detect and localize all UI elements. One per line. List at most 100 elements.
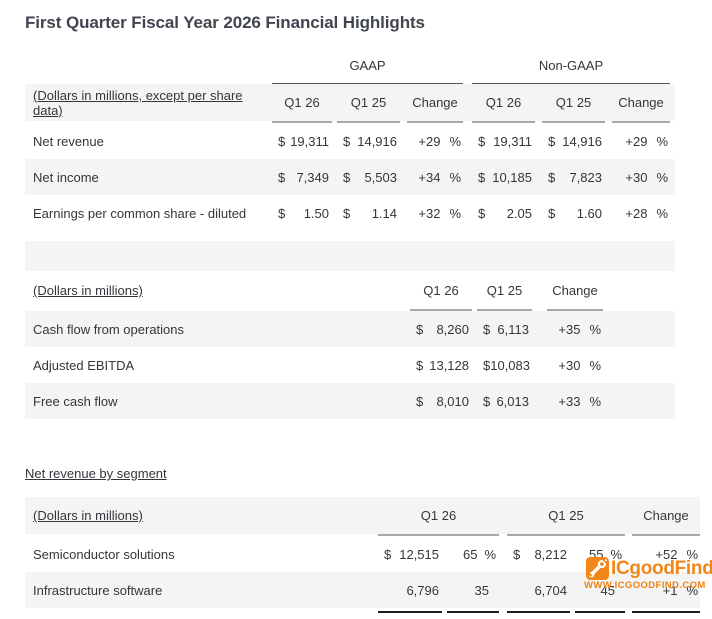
cash-flow-table: (Dollars in millions) Q1 26 Q1 25 Change…: [25, 272, 675, 419]
currency-symbol: $: [548, 205, 556, 221]
percent-symbol: %: [449, 205, 461, 221]
currency-symbol: $: [548, 133, 556, 149]
currency-symbol: $: [416, 393, 424, 409]
col-header-q126: Q1 26: [423, 283, 459, 298]
percent-symbol: %: [589, 357, 601, 373]
value-cell: $1.14: [343, 205, 397, 221]
segment-section-heading: Net revenue by segment: [25, 466, 167, 481]
value-cell: $12,515: [384, 546, 439, 562]
percent-symbol: %: [610, 546, 622, 562]
percent-symbol: %: [449, 133, 461, 149]
currency-symbol: $: [478, 169, 486, 185]
col-header-q125: Q1 25: [548, 508, 584, 523]
change-cell: +29%: [418, 133, 461, 149]
value-cell: $2.05: [478, 205, 532, 221]
currency-symbol: $: [416, 357, 424, 373]
column-header-row: (Dollars in millions) Q1 26 Q1 25 Change: [25, 272, 675, 309]
column-rules: [25, 121, 675, 123]
percent-cell: 65%: [462, 546, 496, 562]
currency-symbol: $: [483, 321, 491, 337]
currency-symbol: $: [278, 133, 286, 149]
value-cell: $7,349: [278, 169, 329, 185]
value-cell: $5,503: [343, 169, 397, 185]
gaap-nongaap-table: GAAP Non-GAAP (Dollars in millions, exce…: [25, 48, 675, 231]
value-cell: $10,083: [483, 357, 530, 373]
col-header-change: Change: [552, 283, 598, 298]
non-gaap-group-header: Non-GAAP: [472, 48, 670, 84]
percent-symbol: %: [686, 582, 698, 598]
currency-symbol: $: [478, 205, 486, 221]
table-caption: (Dollars in millions): [33, 283, 143, 298]
row-label: Free cash flow: [33, 393, 118, 409]
value-cell: $6,013: [483, 393, 529, 409]
col-header-change-gaap: Change: [412, 95, 458, 110]
percent-symbol: %: [656, 205, 668, 221]
percent-symbol: %: [656, 133, 668, 149]
table-row: Net revenue $19,311 $14,916 +29% $19,311…: [25, 123, 675, 159]
percent-cell: 45: [600, 582, 615, 598]
currency-symbol: $: [343, 205, 351, 221]
col-header-q126-nongaap: Q1 26: [485, 95, 522, 110]
table-caption: (Dollars in millions, except per share d…: [33, 87, 243, 118]
change-cell: +33%: [558, 393, 601, 409]
column-header-row: (Dollars in millions) Q1 26 Q1 25 Change: [25, 497, 700, 534]
currency-symbol: $: [278, 169, 286, 185]
group-header-row: GAAP Non-GAAP: [25, 48, 675, 84]
value-cell: $8,010: [416, 393, 469, 409]
currency-symbol: $: [416, 321, 424, 337]
table-row: Free cash flow $8,010 $6,013 +33%: [25, 383, 675, 419]
total-row-rules: [25, 611, 700, 619]
value-cell: $10,185: [478, 169, 532, 185]
currency-symbol: $: [483, 393, 491, 409]
gaap-group-header: GAAP: [272, 48, 463, 84]
value-cell: $7,823: [548, 169, 602, 185]
value-cell: $14,916: [548, 133, 602, 149]
value-cell: $19,311: [478, 133, 532, 149]
table-row: Cash flow from operations $8,260 $6,113 …: [25, 311, 675, 347]
change-cell: +35%: [558, 321, 601, 337]
col-header-change-nongaap: Change: [618, 95, 664, 110]
value-cell: $8,212: [513, 546, 567, 562]
value-cell: $1.50: [278, 205, 329, 221]
page-title: First Quarter Fiscal Year 2026 Financial…: [25, 13, 425, 32]
currency-symbol: $: [384, 546, 392, 562]
col-header-q125-nongaap: Q1 25: [555, 95, 592, 110]
watermark-url: WWW.ICGOODFIND.COM: [584, 580, 706, 591]
row-label: Semiconductor solutions: [33, 546, 175, 562]
value-cell: $1.60: [548, 205, 602, 221]
value-cell: 6,796: [406, 582, 439, 598]
percent-symbol: %: [484, 546, 496, 562]
row-label: Infrastructure software: [33, 582, 163, 598]
change-cell: +32%: [418, 205, 461, 221]
wrench-search-icon: [586, 557, 609, 580]
value-cell: $13,128: [416, 357, 469, 373]
table-row: Earnings per common share - diluted $1.5…: [25, 195, 675, 231]
value-cell: $6,113: [483, 321, 529, 337]
value-cell: 6,704: [534, 582, 567, 598]
percent-symbol: %: [656, 169, 668, 185]
row-label: Net income: [33, 169, 99, 185]
change-cell: +34%: [418, 169, 461, 185]
currency-symbol: $: [483, 357, 491, 373]
currency-symbol: $: [478, 133, 486, 149]
col-header-q125-gaap: Q1 25: [350, 95, 387, 110]
table-row: Adjusted EBITDA $13,128 $10,083 +30%: [25, 347, 675, 383]
col-header-q125: Q1 25: [486, 283, 523, 298]
value-cell: $8,260: [416, 321, 469, 337]
table-caption: (Dollars in millions): [33, 508, 143, 523]
percent-symbol: %: [589, 393, 601, 409]
change-cell: +30%: [558, 357, 601, 373]
value-cell: $19,311: [278, 133, 329, 149]
column-header-row: (Dollars in millions, except per share d…: [25, 84, 675, 121]
row-label: Earnings per common share - diluted: [33, 205, 247, 221]
percent-symbol: %: [686, 546, 698, 562]
currency-symbol: $: [343, 169, 351, 185]
col-header-q126-gaap: Q1 26: [284, 95, 320, 110]
change-cell: +28%: [625, 205, 668, 221]
change-cell: +29%: [625, 133, 668, 149]
percent-symbol: %: [449, 169, 461, 185]
col-header-q126: Q1 26: [420, 508, 457, 523]
currency-symbol: $: [548, 169, 556, 185]
value-cell: $14,916: [343, 133, 397, 149]
